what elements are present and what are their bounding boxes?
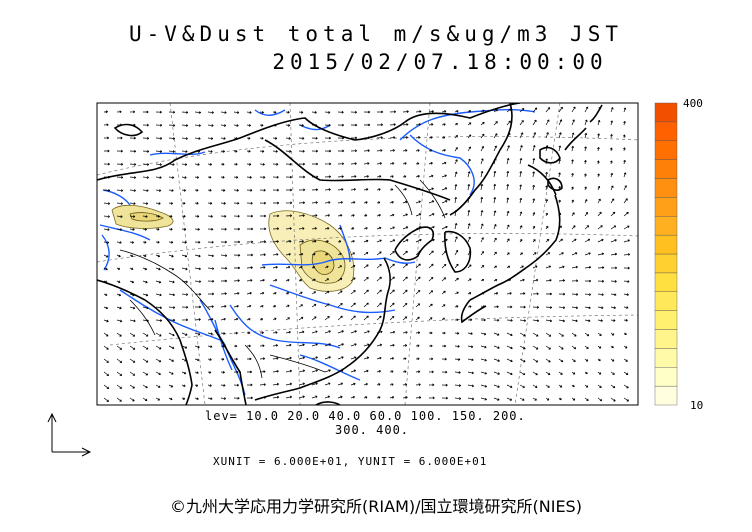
- colorbar-swatch: [654, 291, 678, 311]
- colorbar-swatch: [654, 197, 678, 217]
- graticule: [97, 103, 638, 405]
- colorbar-swatch: [654, 310, 678, 330]
- colorbar-swatch: [654, 234, 678, 255]
- unit-label: XUNIT = 6.000E+01, YUNIT = 6.000E+01: [213, 455, 488, 468]
- colorbar-swatch: [654, 348, 678, 368]
- map-title: U-V&Dust total m/s&ug/m3 JST: [128, 22, 623, 46]
- colorbar-swatch: [654, 121, 678, 141]
- contour-levels-line1: lev= 10.0 20.0 40.0 60.0 100. 150. 200.: [205, 409, 526, 423]
- colorbar-max-label: 400: [683, 97, 703, 110]
- coastlines: [97, 103, 603, 405]
- colorbar-min-label: 10: [690, 399, 704, 412]
- colorbar-swatch: [654, 140, 678, 160]
- colorbar-swatch: [654, 385, 678, 406]
- colorbar-swatch: [654, 367, 678, 387]
- colorbar-swatch: [654, 329, 678, 349]
- colorbar: [654, 102, 678, 406]
- colorbar-swatch: [654, 178, 678, 198]
- copyright-notice: ©九州大学応用力学研究所(RIAM)/国立環境研究所(NIES): [170, 497, 582, 516]
- colorbar-swatch: [654, 102, 678, 123]
- colorbar-swatch: [654, 272, 678, 292]
- colorbar-swatch: [654, 216, 678, 236]
- reference-vector: [47, 412, 92, 457]
- wind-arrow-field: [103, 106, 631, 402]
- map-timestamp: 2015/02/07.18:00:00: [272, 50, 608, 74]
- colorbar-swatch: [654, 253, 678, 274]
- colorbar-swatch: [654, 159, 678, 179]
- borders: [119, 179, 446, 379]
- map-frame: [96, 102, 639, 406]
- contour-levels-line2: 300. 400.: [335, 423, 410, 437]
- wind-vectors: [103, 106, 631, 402]
